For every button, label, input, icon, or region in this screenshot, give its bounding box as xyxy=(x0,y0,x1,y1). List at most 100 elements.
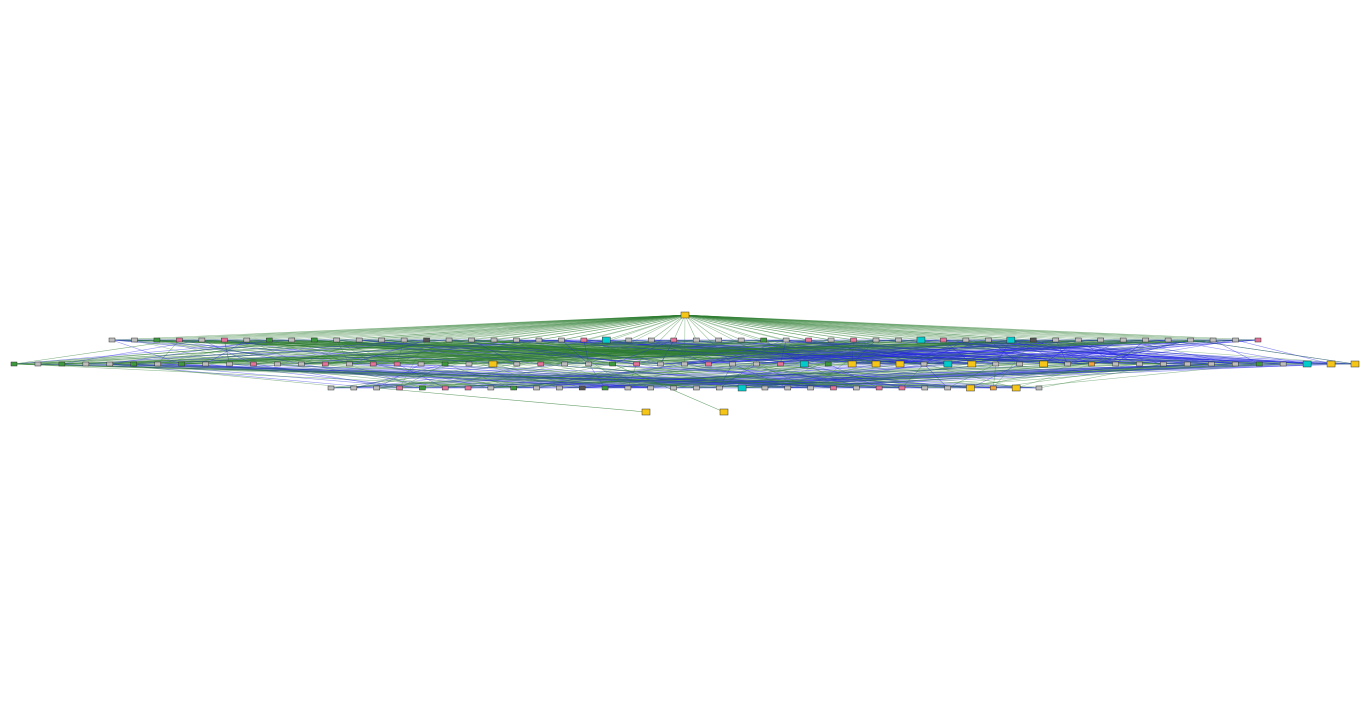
graph-node[interactable] xyxy=(1006,336,1016,344)
graph-node[interactable] xyxy=(153,337,161,343)
graph-node[interactable] xyxy=(202,361,209,367)
graph-node[interactable] xyxy=(226,361,233,367)
graph-node[interactable] xyxy=(1164,337,1172,343)
graph-node[interactable] xyxy=(243,337,251,343)
graph-node[interactable] xyxy=(393,361,401,367)
graph-node[interactable] xyxy=(1097,337,1104,343)
graph-node[interactable] xyxy=(350,385,358,391)
graph-node[interactable] xyxy=(680,311,690,319)
graph-node[interactable] xyxy=(681,361,688,367)
graph-node[interactable] xyxy=(1119,337,1127,343)
graph-node[interactable] xyxy=(624,385,632,391)
graph-node[interactable] xyxy=(1302,360,1312,368)
graph-node[interactable] xyxy=(558,337,565,343)
graph-node[interactable] xyxy=(824,361,832,367)
graph-node[interactable] xyxy=(641,408,651,416)
graph-node[interactable] xyxy=(10,361,18,367)
graph-node[interactable] xyxy=(176,337,183,343)
graph-node[interactable] xyxy=(1030,337,1037,343)
graph-node[interactable] xyxy=(962,337,970,343)
graph-node[interactable] xyxy=(561,361,569,367)
graph-node[interactable] xyxy=(1208,361,1215,367)
graph-node[interactable] xyxy=(298,361,305,367)
graph-node[interactable] xyxy=(875,385,883,391)
graph-node[interactable] xyxy=(1035,385,1043,391)
graph-node[interactable] xyxy=(847,360,857,368)
graph-node[interactable] xyxy=(1232,337,1239,343)
graph-node[interactable] xyxy=(417,361,425,367)
graph-node[interactable] xyxy=(441,385,449,391)
graph-node[interactable] xyxy=(423,337,430,343)
graph-node[interactable] xyxy=(510,385,517,391)
graph-node[interactable] xyxy=(719,408,729,416)
graph-node[interactable] xyxy=(487,385,495,391)
graph-node[interactable] xyxy=(602,336,611,344)
graph-node[interactable] xyxy=(1064,361,1071,367)
graph-node[interactable] xyxy=(400,337,408,343)
graph-node[interactable] xyxy=(1187,337,1194,343)
graph-node[interactable] xyxy=(648,337,655,343)
graph-node[interactable] xyxy=(633,361,640,367)
graph-node[interactable] xyxy=(920,361,928,367)
graph-node[interactable] xyxy=(464,385,472,391)
graph-node[interactable] xyxy=(513,337,520,343)
graph-node[interactable] xyxy=(799,360,809,368)
graph-node[interactable] xyxy=(310,337,318,343)
graph-node[interactable] xyxy=(805,337,812,343)
graph-node[interactable] xyxy=(1074,337,1082,343)
graph-node[interactable] xyxy=(250,361,257,367)
graph-node[interactable] xyxy=(716,385,723,391)
graph-node[interactable] xyxy=(921,385,929,391)
graph-node[interactable] xyxy=(1136,361,1143,367)
graph-node[interactable] xyxy=(378,337,385,343)
graph-node[interactable] xyxy=(830,385,837,391)
graph-node[interactable] xyxy=(737,384,747,392)
graph-node[interactable] xyxy=(729,361,736,367)
graph-node[interactable] xyxy=(106,361,114,367)
graph-node[interactable] xyxy=(871,360,881,368)
graph-node[interactable] xyxy=(601,385,609,391)
graph-node[interactable] xyxy=(1232,361,1239,367)
graph-node[interactable] xyxy=(1112,361,1119,367)
graph-node[interactable] xyxy=(333,337,340,343)
graph-node[interactable] xyxy=(985,337,992,343)
graph-node[interactable] xyxy=(1326,360,1336,368)
graph-node[interactable] xyxy=(967,360,977,368)
graph-node[interactable] xyxy=(940,337,947,343)
graph-node[interactable] xyxy=(992,361,1000,367)
graph-node[interactable] xyxy=(488,360,498,368)
graph-node[interactable] xyxy=(753,361,760,367)
graph-node[interactable] xyxy=(468,337,475,343)
graph-node[interactable] xyxy=(327,385,335,391)
graph-node[interactable] xyxy=(784,385,792,391)
graph-node[interactable] xyxy=(1209,337,1217,343)
graph-node[interactable] xyxy=(647,385,654,391)
graph-node[interactable] xyxy=(1255,361,1263,367)
graph-node[interactable] xyxy=(898,385,906,391)
graph-node[interactable] xyxy=(777,361,784,367)
graph-node[interactable] xyxy=(108,337,116,343)
graph-node[interactable] xyxy=(990,385,997,391)
graph-node[interactable] xyxy=(761,385,769,391)
graph-node[interactable] xyxy=(1254,337,1262,343)
graph-node[interactable] xyxy=(58,361,66,367)
graph-node[interactable] xyxy=(513,361,521,367)
graph-node[interactable] xyxy=(82,361,90,367)
graph-node[interactable] xyxy=(737,337,745,343)
graph-node[interactable] xyxy=(221,337,228,343)
graph-node[interactable] xyxy=(154,361,161,367)
graph-node[interactable] xyxy=(1088,361,1095,367)
graph-node[interactable] xyxy=(1279,361,1287,367)
graph-node[interactable] xyxy=(419,385,426,391)
graph-node[interactable] xyxy=(850,337,857,343)
graph-node[interactable] xyxy=(782,337,790,343)
graph-node[interactable] xyxy=(130,361,137,367)
graph-node[interactable] xyxy=(895,337,902,343)
graph-node[interactable] xyxy=(373,385,380,391)
graph-node[interactable] xyxy=(657,361,664,367)
graph-node[interactable] xyxy=(1184,361,1191,367)
graph-node[interactable] xyxy=(1016,361,1023,367)
graph-node[interactable] xyxy=(670,385,677,391)
graph-node[interactable] xyxy=(441,361,449,367)
graph-node[interactable] xyxy=(288,337,296,343)
